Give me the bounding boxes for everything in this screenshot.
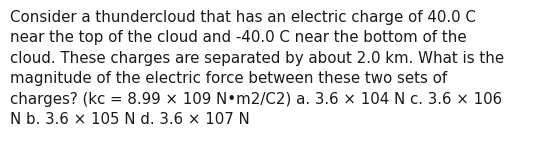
Text: Consider a thundercloud that has an electric charge of 40.0 C
near the top of th: Consider a thundercloud that has an elec…	[10, 10, 504, 127]
